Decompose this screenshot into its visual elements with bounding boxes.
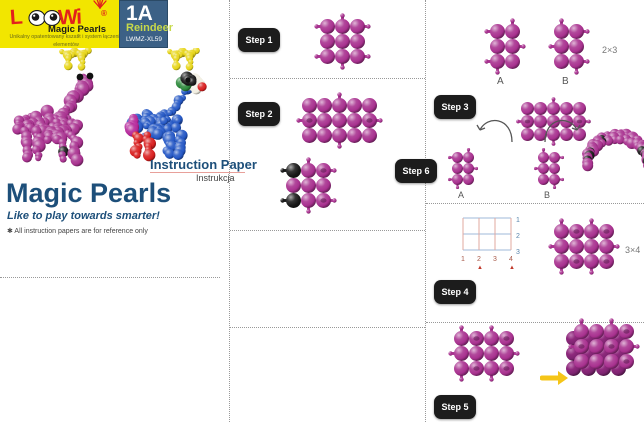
svg-text:▲: ▲ — [477, 265, 483, 271]
svg-text:1: 1 — [461, 256, 465, 263]
svg-text:3: 3 — [493, 256, 497, 263]
svg-text:3: 3 — [516, 249, 520, 256]
svg-text:2: 2 — [516, 233, 520, 240]
svg-text:▲: ▲ — [509, 265, 515, 271]
svg-text:1: 1 — [516, 217, 520, 224]
svg-text:4: 4 — [509, 256, 513, 263]
svg-text:2: 2 — [477, 256, 481, 263]
